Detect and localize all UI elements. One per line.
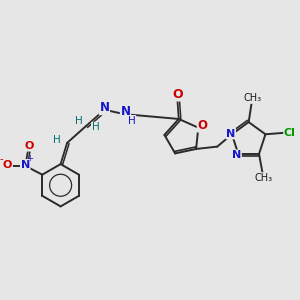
- Text: N: N: [121, 105, 130, 118]
- Text: N: N: [21, 160, 30, 170]
- Text: H: H: [53, 135, 61, 145]
- Text: O: O: [197, 119, 207, 132]
- Text: N: N: [99, 101, 110, 115]
- Text: O: O: [172, 88, 183, 101]
- Text: H: H: [92, 122, 99, 132]
- Text: H: H: [75, 116, 83, 126]
- Text: -: -: [0, 154, 4, 164]
- Text: CH₃: CH₃: [243, 93, 261, 103]
- Text: +: +: [26, 154, 33, 163]
- Text: O: O: [25, 141, 34, 151]
- Text: O: O: [3, 160, 12, 170]
- Text: CH₃: CH₃: [254, 173, 272, 183]
- Text: N: N: [226, 129, 235, 139]
- Text: N: N: [232, 150, 241, 160]
- Text: Cl: Cl: [284, 128, 296, 138]
- Text: H: H: [128, 116, 136, 126]
